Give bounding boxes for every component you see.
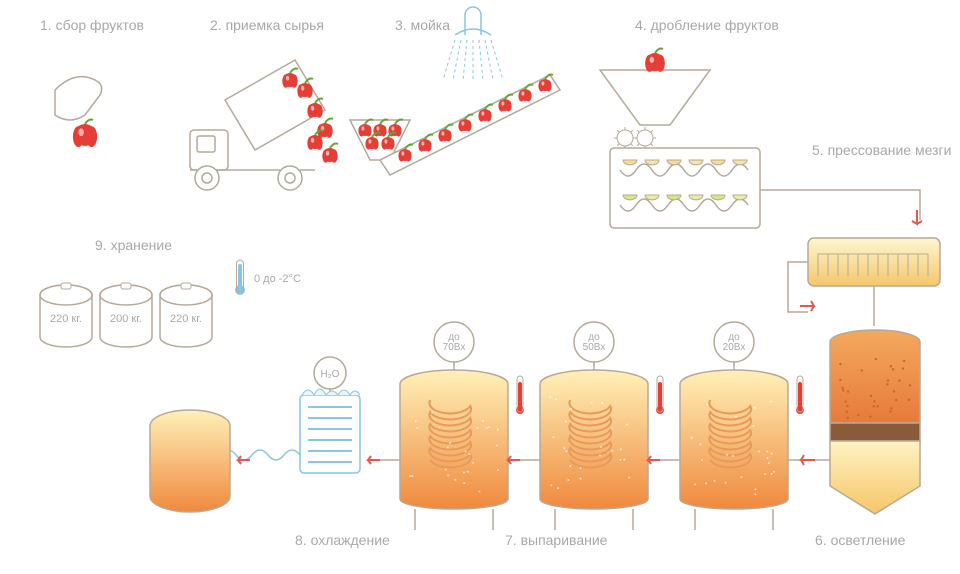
- barrel-weight: 220 кг.: [50, 313, 82, 325]
- apple-icon: [322, 144, 338, 163]
- tank-badge-val: 20Вх: [723, 342, 746, 353]
- step-6-clarifier: [795, 330, 920, 514]
- tank-badge-val: 70Вх: [443, 342, 466, 353]
- barrel-weight: 200 кг.: [110, 313, 142, 325]
- step-label-s5: 5. прессование мезги: [812, 142, 951, 158]
- tank-badge-val: 50Вх: [583, 342, 606, 353]
- evap-tank: [540, 322, 664, 530]
- flow-arrow-icon: [801, 455, 815, 465]
- evap-tank: [400, 322, 524, 530]
- step-label-s4: 4. дробление фруктов: [635, 17, 779, 33]
- evap-tank: [680, 322, 804, 530]
- storage-thermometer-icon: [235, 260, 245, 295]
- cooling-tank: [150, 410, 250, 512]
- step-label-s1: 1. сбор фруктов: [40, 17, 144, 33]
- flow-arrow-icon: [648, 456, 660, 464]
- step-1-picking: [55, 77, 102, 120]
- step-2-truck: [190, 60, 325, 190]
- step-label-s2: 2. приемка сырья: [210, 17, 324, 33]
- step-label-s9: 9. хранение: [95, 237, 172, 253]
- step-label-s8: 8. охлаждение: [295, 532, 390, 548]
- apple-icon: [73, 120, 97, 148]
- flow-arrow-icon: [800, 301, 814, 311]
- apple-icon: [645, 49, 665, 72]
- barrel-weight: 220 кг.: [170, 313, 202, 325]
- step-label-s6: 6. осветление: [815, 532, 906, 548]
- apple-icon: [317, 119, 333, 138]
- step-label-s7: 7. выпаривание: [505, 532, 608, 548]
- step-label-s3: 3. мойка: [395, 17, 450, 33]
- process-diagram: 1. сбор фруктов 2. приемка сырья 3. мойка 9…: [0, 0, 960, 574]
- coolant-label: H₂O: [321, 369, 340, 380]
- step-5-press: [788, 238, 940, 326]
- storage-temp-label: 0 до -2°С: [254, 273, 301, 285]
- flow-arrow-icon: [238, 456, 250, 464]
- flow-arrow-icon: [368, 456, 380, 464]
- flow-arrow-icon: [508, 456, 520, 464]
